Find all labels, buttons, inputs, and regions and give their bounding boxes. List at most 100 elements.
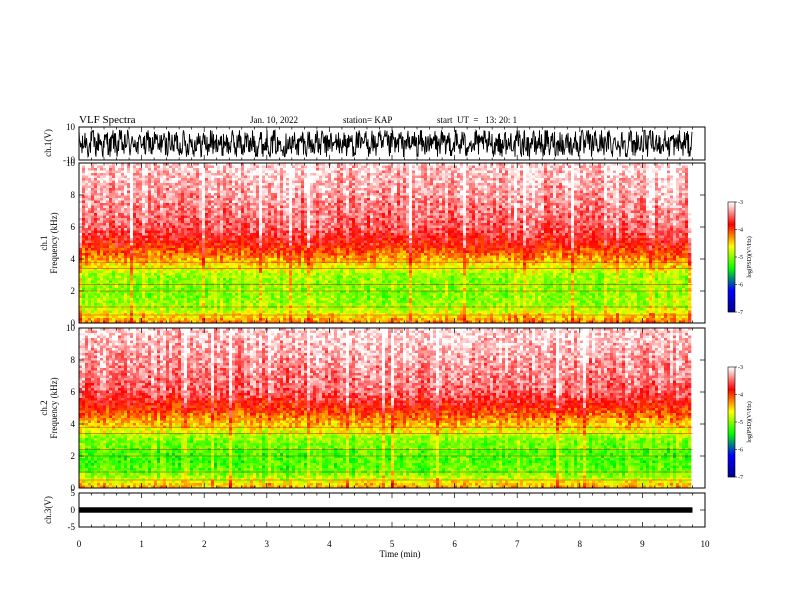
spectrogram-cell [232,176,235,179]
spectrogram-cell [592,171,595,174]
spectrogram-cell [469,171,472,174]
spectrogram-cell [307,166,310,169]
spectrogram-cell [139,168,142,171]
spectrogram-cell [226,168,229,171]
spectrogram-cell [604,168,607,171]
spectrogram-cell [160,178,163,181]
spectrogram-cell [646,166,649,169]
spectrogram-cell [163,166,166,169]
spectrogram-cell [241,173,244,176]
spectrogram-cell [235,178,238,181]
start-time-label: start UT = 13: 20: 1 [437,115,517,125]
spectrogram-cell [616,171,619,174]
spectrogram-cell [133,178,136,181]
spectrogram-cell [151,166,154,169]
spectrogram-cell [643,178,646,181]
spectrogram-cell [340,171,343,174]
spectrogram-cell [460,168,463,171]
spectrogram-cell [571,166,574,169]
spectrogram-cell [82,176,85,179]
spectrogram-cell [202,173,205,176]
spectrogram-cell [418,166,421,169]
spectrogram-cell [583,168,586,171]
spectrogram-cell [595,168,598,171]
spectrogram-cell [547,176,550,179]
spectrogram-cell [325,178,328,181]
spectrogram-cell [238,178,241,181]
spectrogram-cell [328,178,331,181]
spectrogram-cell [679,178,682,181]
spectrogram-cell [538,173,541,176]
spectrogram-cell [142,168,145,171]
spectrogram-cell [319,168,322,171]
spectrogram-cell [481,166,484,169]
spectrogram-cell [493,168,496,171]
spectrogram-cell [124,178,127,181]
spectrogram-cell [652,173,655,176]
spectrogram-cell [94,178,97,181]
spectrogram-cell [520,173,523,176]
spectrogram-cell [493,173,496,176]
spectrogram-cell [616,168,619,171]
spectrogram-cell [622,171,625,174]
spectrogram-cell [346,176,349,179]
spectrogram-cell [622,166,625,169]
spectrogram-cell [493,176,496,179]
spectrogram-cell [457,171,460,174]
spectrogram-cell [244,168,247,171]
spectrogram-cell [247,168,250,171]
spectrogram-cell [418,176,421,179]
spectrogram-cell [196,176,199,179]
spectrogram-cell [133,168,136,171]
spectrogram-cell [559,173,562,176]
spectrogram-cell [358,176,361,179]
spectrogram-cell [106,171,109,174]
spectrogram-cell [478,173,481,176]
spectrogram-cell [334,178,337,181]
spectrogram-cell [532,178,535,181]
spectrogram-cell [91,166,94,169]
spectrogram-cell [430,178,433,181]
spectrogram-cell [499,166,502,169]
spectrogram-cell [415,176,418,179]
spectrogram-cell [592,173,595,176]
spectrogram-cell [415,173,418,176]
spectrogram-cell [526,176,529,179]
spectrogram-cell [82,178,85,181]
spectrogram-cell [241,178,244,181]
spectrogram-cell [574,173,577,176]
spectrogram-cell [97,168,100,171]
spectrogram-cell [544,176,547,179]
spectrogram-cell [604,173,607,176]
spectrogram-cell [253,178,256,181]
spectrogram-cell [397,168,400,171]
spectrogram-cell [370,171,373,174]
spectrogram-cell [385,178,388,181]
spectrogram-cell [220,176,223,179]
spectrogram-cell [598,166,601,169]
spectrogram-cell [271,173,274,176]
spectrogram-cell [217,173,220,176]
spectrogram-cell [298,168,301,171]
spectrogram-cell [388,166,391,169]
spectrogram-cell [172,173,175,176]
spectrogram-cell [511,173,514,176]
spectrogram-cell [274,173,277,176]
spectrogram-cell [634,178,637,181]
spectrogram-cell [220,173,223,176]
spectrogram-cell [190,168,193,171]
spectrogram-cell [442,171,445,174]
spectrogram-cell [352,168,355,171]
spectrogram-cell [121,171,124,174]
spectrogram-cell [310,168,313,171]
spectrogram-cell [415,168,418,171]
spectrogram-cell [637,173,640,176]
spectrogram-cell [652,168,655,171]
spectrogram-cell [577,178,580,181]
spectrogram-cell [208,173,211,176]
spectrogram-cell [556,168,559,171]
spectrogram-cell [616,176,619,179]
spectrogram-cell [559,178,562,181]
spectrogram-cell [169,176,172,179]
spectrogram-cell [175,173,178,176]
